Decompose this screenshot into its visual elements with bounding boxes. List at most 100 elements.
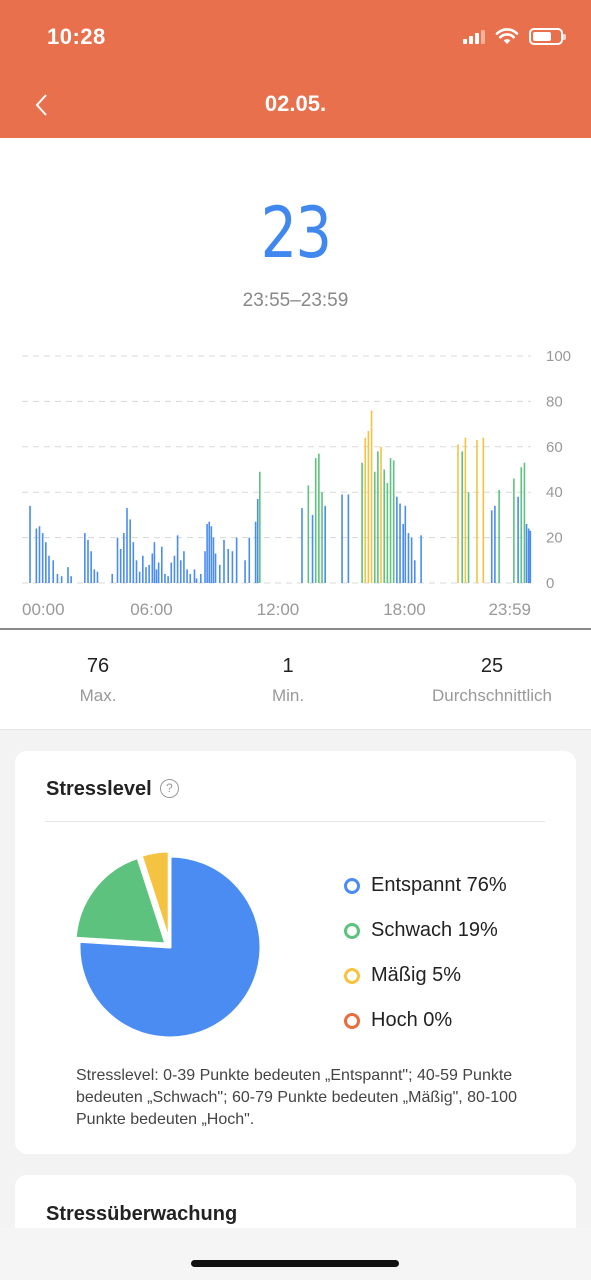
stress-bar <box>111 573 114 583</box>
stress-bar <box>396 496 398 583</box>
stat-max: 76 Max. <box>0 655 198 706</box>
stress-bar <box>212 537 215 583</box>
stress-bar <box>364 437 367 583</box>
stress-bar <box>244 560 246 583</box>
x-tick-label: 23:59 <box>488 600 531 619</box>
stress-bar <box>35 528 38 583</box>
stress-bar <box>157 562 160 583</box>
stress-bar <box>399 503 401 583</box>
stress-bar <box>126 508 128 583</box>
stress-chart-svg: 100 80 60 40 20 0 00:00 06:00 12:00 18:00 23:59 <box>22 348 571 619</box>
stress-bar <box>218 564 221 583</box>
stress-bar <box>476 439 478 583</box>
stress-bar <box>377 451 379 583</box>
stress-bar <box>48 555 50 583</box>
stress-bar <box>93 569 96 583</box>
stress-bar <box>256 499 259 583</box>
stress-bar <box>199 573 202 583</box>
stress-bar <box>208 521 211 583</box>
stress-bar <box>490 510 493 583</box>
stress-bar-chart[interactable]: 100 80 60 40 20 0 00:00 06:00 12:00 18:00 23:59 <box>0 343 591 633</box>
stress-level-card: Stresslevel ? Entspannt 76% Schwach 19% … <box>15 751 576 1154</box>
question-circle-icon[interactable]: ? <box>160 779 179 798</box>
stress-bar <box>210 526 213 583</box>
page-title: 02.05. <box>264 91 327 116</box>
stress-bar <box>383 469 386 583</box>
stress-bar <box>392 460 395 583</box>
stress-bar <box>517 496 519 583</box>
stress-bar <box>314 458 317 583</box>
stress-bar <box>193 569 196 583</box>
stress-bar <box>407 533 410 583</box>
stress-bar <box>457 444 459 583</box>
current-stress-value: 23 <box>260 192 332 274</box>
x-tick-label: 18:00 <box>383 600 426 619</box>
stress-bar <box>324 505 326 583</box>
stress-bar <box>231 551 234 583</box>
stress-bar <box>513 478 515 583</box>
time-range: 23:55–23:59 <box>242 290 349 311</box>
legend-dot <box>344 967 360 984</box>
daily-stress-panel: 23 23:55–23:59 100 80 60 40 20 0 00:00 06:00 12:… <box>0 138 591 730</box>
legend-item-maessig: Mäßig 5% <box>344 953 507 998</box>
y-tick-label: 0 <box>546 575 554 592</box>
panel-divider <box>0 729 591 730</box>
legend-item-schwach: Schwach 19% <box>344 908 507 953</box>
stress-bar <box>527 528 530 583</box>
stress-bar <box>179 560 182 583</box>
home-indicator[interactable] <box>191 1260 399 1267</box>
stress-bar <box>151 553 154 583</box>
stress-bar <box>498 489 500 583</box>
x-tick-label: 06:00 <box>130 600 173 619</box>
stress-bar <box>204 551 206 583</box>
stress-bar <box>87 539 89 583</box>
stress-bar <box>386 483 389 583</box>
stat-average-label: Durchschnittlich <box>432 686 552 705</box>
stress-bar <box>138 571 141 583</box>
y-tick-label: 60 <box>546 439 563 456</box>
legend-item-entspannt: Entspannt 76% <box>344 863 507 908</box>
header-bar: 10:28 02.05. <box>0 0 591 138</box>
stress-bar <box>301 508 303 583</box>
stress-bar <box>311 514 314 583</box>
battery-icon <box>529 27 566 45</box>
status-time: 10:28 <box>47 24 106 49</box>
stress-bar <box>380 446 382 583</box>
stress-bar <box>482 437 485 583</box>
stress-bar <box>494 505 496 583</box>
stress-bar <box>183 551 185 583</box>
stress-bar <box>155 569 158 583</box>
stress-bar <box>123 533 125 583</box>
legend-item-hoch: Hoch 0% <box>344 998 507 1043</box>
stress-bar <box>173 555 176 583</box>
stats-row: 76 Max. 1 Min. 25 Durchschnittlich <box>0 655 591 715</box>
stress-bar <box>135 560 138 583</box>
pie-slice <box>139 849 171 944</box>
stress-bar <box>307 485 310 583</box>
chevron-left-icon <box>35 94 47 116</box>
stress-bar <box>29 505 31 583</box>
stress-bar <box>176 535 179 583</box>
legend-dot <box>344 1012 360 1029</box>
stat-min-label: Min. <box>271 686 305 705</box>
stress-bar <box>235 537 238 583</box>
y-tick-label: 40 <box>546 484 563 501</box>
stress-bar <box>186 569 188 583</box>
stress-bar <box>70 576 72 583</box>
stress-bar <box>413 560 416 583</box>
stress-bar <box>367 430 370 583</box>
stress-bar <box>52 560 55 583</box>
stat-average: 25 Durchschnittlich <box>392 655 591 706</box>
stress-bar <box>167 576 169 583</box>
card-divider <box>45 821 545 822</box>
stress-bar <box>189 573 192 583</box>
stress-bar <box>259 471 261 583</box>
stress-bar <box>248 537 251 583</box>
back-button[interactable] <box>28 88 54 122</box>
stress-bar <box>402 523 404 583</box>
stress-bar <box>404 505 407 583</box>
stress-bar <box>318 453 320 583</box>
stress-bar <box>119 548 122 583</box>
stress-bar <box>56 573 59 583</box>
card-title: Stressüberwachung <box>46 1203 238 1225</box>
